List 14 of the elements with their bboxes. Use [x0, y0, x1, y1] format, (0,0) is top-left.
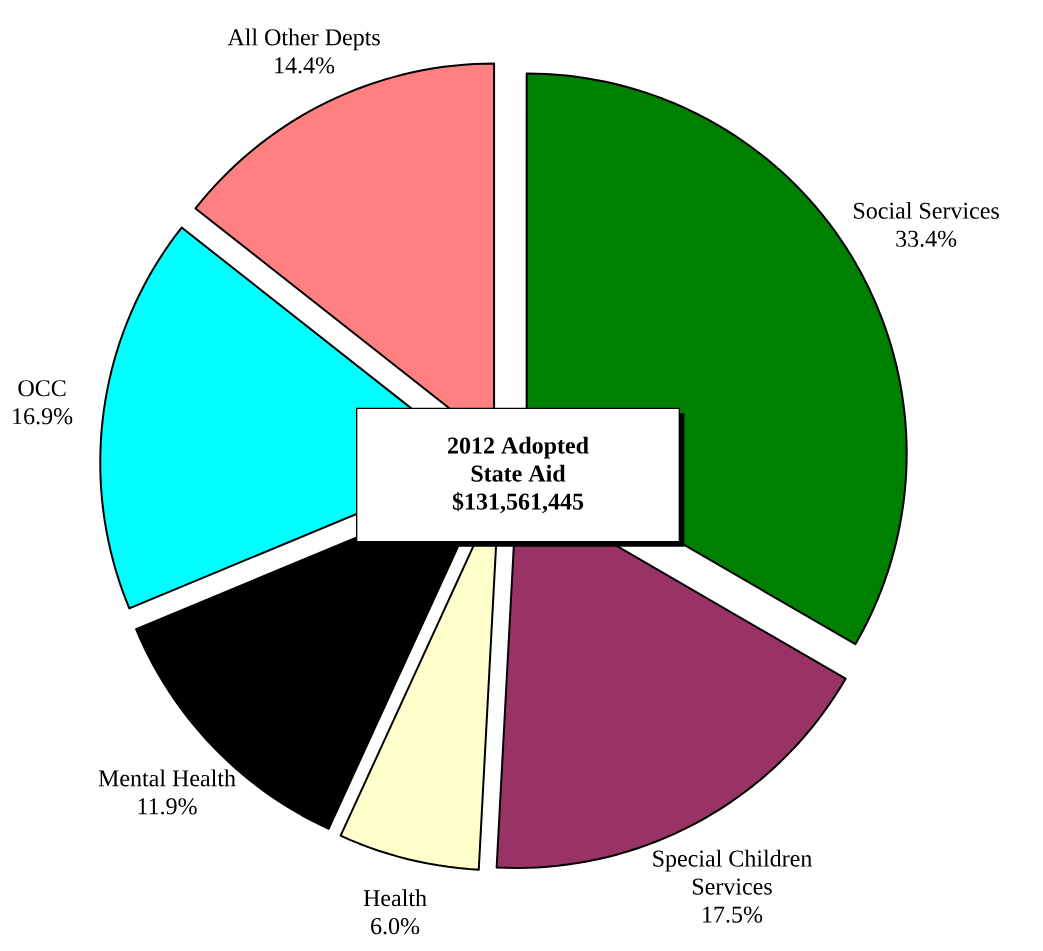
text: 2012 Adopted State Aid [448, 436, 589, 482]
data-label: 11.9% [138, 798, 197, 815]
slice-label: OCC [18, 380, 66, 397]
data-label: 17.5% [703, 906, 763, 923]
slice-label: Health [363, 889, 427, 907]
slice-label: Mental Health [98, 769, 236, 787]
data-label: 6.0% [371, 918, 420, 935]
slice-label: Special Children Services [653, 849, 812, 895]
slice-label: Social Services [854, 201, 999, 219]
data-label: 14.4% [275, 57, 335, 74]
slice-label: All Other Depts [227, 28, 380, 51]
data-label: 33.4% [896, 230, 957, 247]
data-label: 16.9% [13, 408, 73, 425]
text: $131,561,445 [452, 492, 584, 514]
